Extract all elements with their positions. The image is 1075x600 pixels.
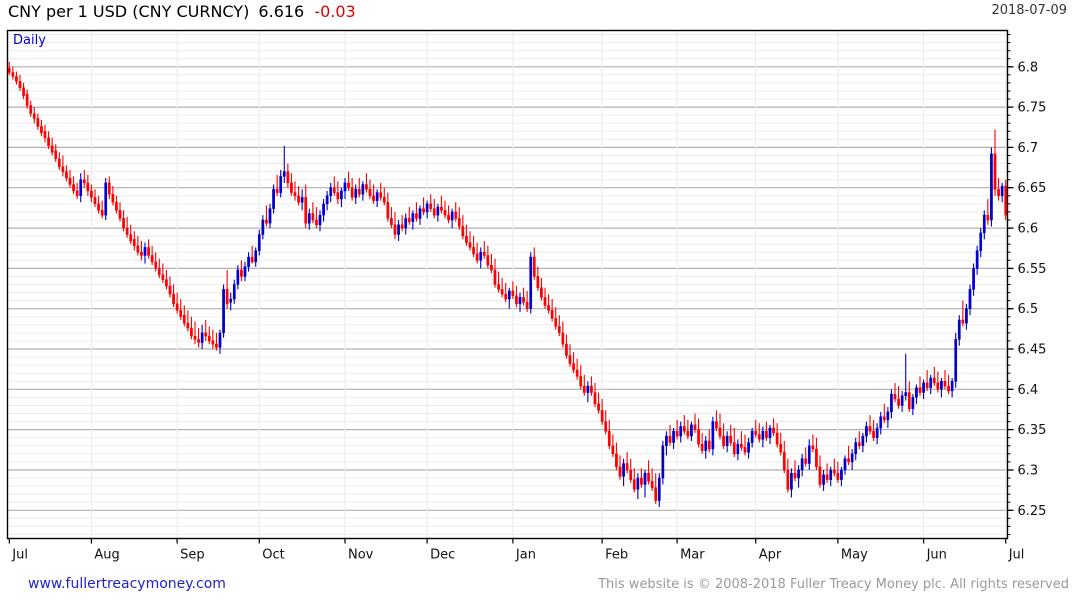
y-axis-tick-label: 6.3 [1018,464,1039,479]
x-axis-tick-label: Jul [1008,548,1025,563]
chart-footer: www.fullertreacymoney.com This website i… [0,572,1075,600]
interval-label: Daily [13,33,46,48]
candle-series [7,61,1008,508]
gridlines-major [7,66,1008,511]
x-axis-tick-label: Aug [94,548,119,563]
y-axis-tick-label: 6.8 [1018,60,1039,75]
x-axis-tick-label: Jun [926,548,947,563]
chart-header: CNY per 1 USD (CNY CURNCY) 6.616 -0.03 2… [0,0,1075,26]
gridlines-vertical [90,30,1007,539]
x-axis-ticks [8,538,1007,544]
x-axis-tick-label: Oct [262,548,284,563]
y-axis-tick-label: 6.55 [1018,262,1047,277]
y-axis-tick-label: 6.65 [1018,181,1047,196]
gridlines-minor [7,34,1008,535]
x-axis-tick-label: Sep [180,548,205,563]
x-axis-tick-label: Jul [11,548,28,563]
candlestick-chart: 6.8 6.75 6.7 6.65 6.6 6.55 6.5 6.45 6.4 6.35 6.3 6.… [0,26,1075,572]
x-axis-tick-label: Dec [430,548,455,563]
y-axis-tick-label: 6.35 [1018,423,1047,438]
y-axis-tick-label: 6.25 [1018,504,1047,519]
copyright-notice: This website is © 2008-2018 Fuller Treac… [598,577,1069,592]
x-axis-labels: Jul Aug Sep Oct Nov Dec Jan Feb Mar Apr May Jun Jul [11,548,1024,563]
y-axis-tick-label: 6.5 [1018,302,1039,317]
y-axis-tick-label: 6.45 [1018,343,1047,358]
chart-canvas[interactable]: 6.8 6.75 6.7 6.65 6.6 6.55 6.5 6.45 6.4 6.35 6.3 6.… [0,26,1075,572]
y-axis-tick-label: 6.75 [1018,101,1047,116]
y-axis-labels: 6.8 6.75 6.7 6.65 6.6 6.55 6.5 6.45 6.4 6.35 6.3 6.… [1018,60,1047,519]
last-price: 6.616 [258,2,305,21]
x-axis-tick-label: May [841,548,868,563]
x-axis-tick-label: Nov [348,548,374,563]
site-url-link[interactable]: www.fullertreacymoney.com [28,576,226,592]
x-axis-tick-label: Mar [680,548,705,563]
y-axis-tick-label: 6.4 [1018,383,1039,398]
price-change: -0.03 [314,2,356,21]
page-title: CNY per 1 USD (CNY CURNCY) 6.616 -0.03 [8,2,356,21]
x-axis-tick-label: Feb [605,548,628,563]
y-axis-tick-label: 6.7 [1018,141,1039,156]
y-axis-tick-label: 6.6 [1018,222,1039,237]
x-axis-tick-label: Jan [515,548,536,563]
x-axis-tick-label: Apr [759,548,782,563]
instrument-name: CNY per 1 USD (CNY CURNCY) [8,2,250,21]
y-axis-ticks [1007,34,1014,535]
as-of-date: 2018-07-09 [991,3,1067,18]
